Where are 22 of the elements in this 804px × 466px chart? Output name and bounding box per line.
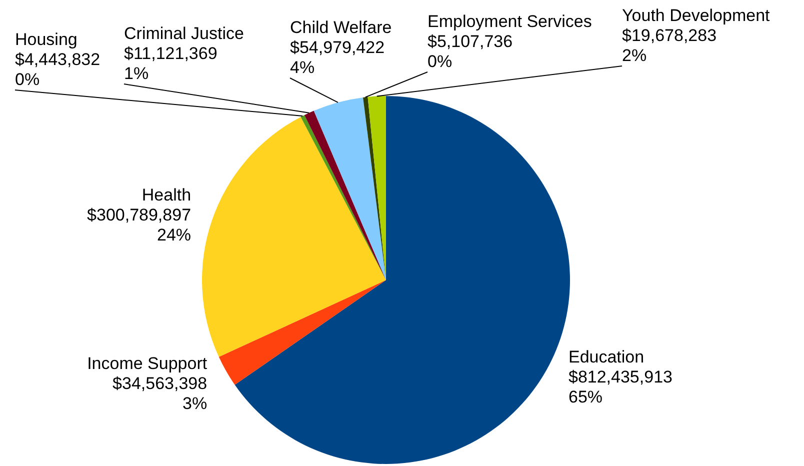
data-label: $34,563,398 3% — [112, 374, 208, 414]
data-label: $812,435,913 65% — [568, 368, 672, 407]
data-label: $5,107,736 0% — [428, 32, 513, 71]
slice-label: Youth Development — [622, 6, 770, 25]
pie-slice — [218, 280, 386, 385]
pie-slice — [202, 116, 386, 357]
pie-slice — [368, 96, 386, 280]
slice-label: Employment Services — [428, 12, 592, 31]
data-label: $54,979,422 4% — [290, 38, 385, 77]
slice-label: Child Welfare — [290, 18, 392, 37]
pie-slice — [363, 96, 386, 280]
data-label: $11,121,369 1% — [124, 44, 218, 83]
slice-label: Education — [568, 348, 644, 367]
data-label: $19,678,283 2% — [622, 26, 717, 65]
slice-label: Income Support — [87, 354, 208, 374]
data-label: $4,443,832 0% — [15, 50, 100, 89]
slice-label: Criminal Justice — [124, 24, 244, 43]
slice-label: Health — [142, 185, 192, 204]
pie-slice — [314, 97, 386, 280]
data-label: $300,789,897 24% — [87, 205, 192, 244]
slice-label: Housing — [15, 30, 78, 49]
pie-slice — [234, 96, 570, 464]
